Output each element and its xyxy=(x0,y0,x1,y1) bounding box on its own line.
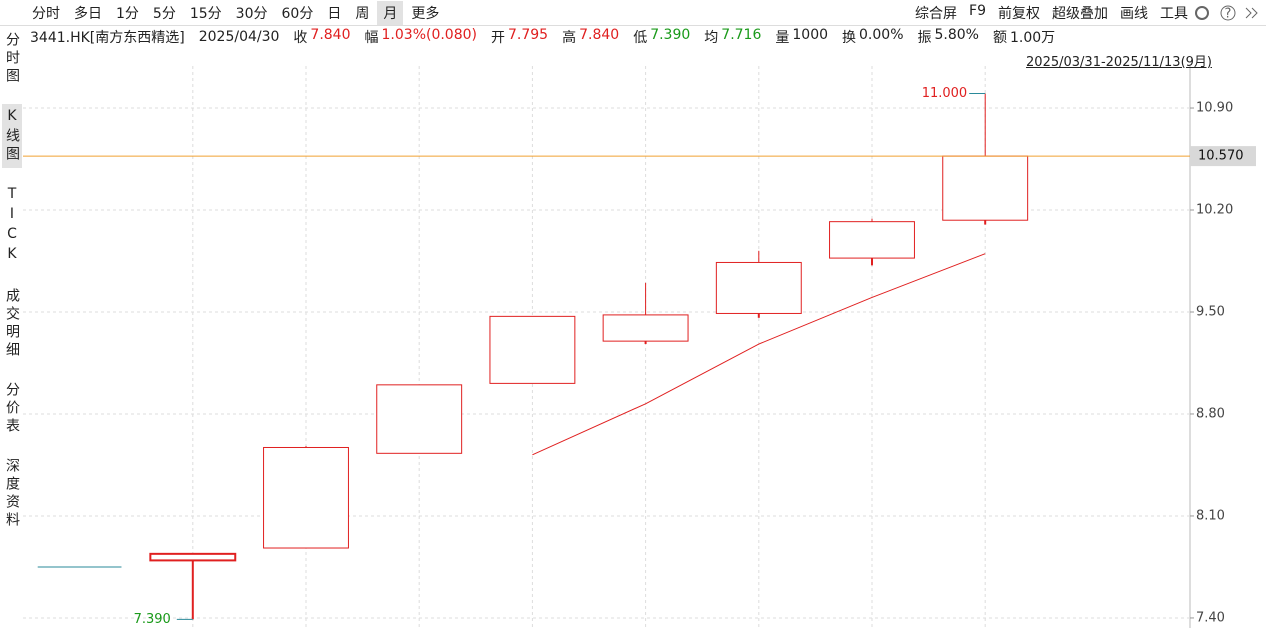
y-tick-label: 10.20 xyxy=(1196,203,1233,218)
field-label: 量 xyxy=(775,30,790,46)
quote-field: 换 0.00% xyxy=(842,27,903,47)
quote-field: 高 7.840 xyxy=(562,27,619,47)
field-value: 0.00% xyxy=(859,27,904,43)
period-tab[interactable]: 更多 xyxy=(411,5,440,22)
quote-field: 收 7.840 xyxy=(293,27,350,47)
price-label-box xyxy=(1190,146,1256,167)
field-value: 7.390 xyxy=(650,27,691,43)
field-label: 幅 xyxy=(364,30,379,46)
sidebar-tab[interactable]: 分时图 xyxy=(4,32,20,86)
expand-icon[interactable] xyxy=(1245,7,1258,19)
quote-date: 2025/04/30 xyxy=(198,29,280,45)
field-value: 1000 xyxy=(792,27,829,43)
period-tab[interactable]: 周 xyxy=(355,5,370,22)
field-label: 振 xyxy=(917,30,932,46)
period-tab[interactable]: 5分 xyxy=(152,5,176,22)
quote-field: 额 1.00万 xyxy=(993,27,1055,47)
field-value: 5.80% xyxy=(934,27,979,43)
field-value: 1.03%(0.080) xyxy=(381,27,477,43)
period-tab[interactable]: 1分 xyxy=(116,5,139,22)
quote-field: 量 1000 xyxy=(775,27,828,47)
field-label: 额 xyxy=(992,30,1007,46)
tool-button[interactable]: 画线 xyxy=(1120,5,1148,22)
y-tick-label: 9.50 xyxy=(1196,304,1225,319)
candle-body xyxy=(263,446,349,549)
field-label: 换 xyxy=(842,30,857,46)
candle-body xyxy=(602,314,689,342)
field-label: 高 xyxy=(562,30,577,46)
field-value: 7.795 xyxy=(508,27,549,43)
help-icon-glyph: ? xyxy=(1225,7,1232,22)
tool-button[interactable]: 综合屏 xyxy=(915,5,958,22)
field-value: 1.00万 xyxy=(1009,30,1056,46)
period-tab[interactable]: 30分 xyxy=(235,5,268,22)
field-value: 7.840 xyxy=(310,27,351,43)
sidebar-tab[interactable]: 分价表 xyxy=(4,382,20,436)
sidebar-tab[interactable]: 成交明细 xyxy=(4,288,20,360)
period-tab[interactable]: 日 xyxy=(327,5,342,22)
y-tick-label: 8.10 xyxy=(1196,508,1225,523)
tool-button[interactable]: F9 xyxy=(969,2,986,19)
candle-body xyxy=(942,155,1029,221)
field-value: 7.716 xyxy=(721,27,762,43)
tool-button[interactable]: 超级叠加 xyxy=(1052,5,1108,22)
quote-field: 均 7.716 xyxy=(704,27,761,47)
help-icon[interactable] xyxy=(1220,5,1236,21)
sidebar: 分时图 K线图 TICK 成交明细分价表深度资料 xyxy=(0,28,24,534)
field-label: 开 xyxy=(491,30,505,46)
candle-body xyxy=(489,315,576,384)
y-tick-label: 7.40 xyxy=(1196,610,1225,625)
candle-body xyxy=(715,261,802,314)
period-tab[interactable]: 15分 xyxy=(189,5,222,22)
period-tab[interactable]: 多日 xyxy=(74,5,102,22)
toolbar: 分时 多日 1分 5分 15分 30分 60分日周月更多 综合屏 F9 前复权 超级叠加 画线 工具 … xyxy=(0,0,1266,26)
ma-line xyxy=(532,253,986,456)
tool-buttons: 综合屏 F9 前复权 超级叠加 画线 工具 xyxy=(909,1,1194,25)
high-label: 11.000 xyxy=(922,86,968,101)
candle-body xyxy=(376,384,463,454)
period-tab[interactable]: 60分 xyxy=(281,5,314,22)
tool-button[interactable]: 工具 xyxy=(1160,5,1188,22)
sidebar-tab[interactable]: K线图 xyxy=(2,104,22,168)
period-tabs: 分时 多日 1分 5分 15分 30分 60分日周月更多 xyxy=(26,0,445,25)
candle-body xyxy=(149,552,237,562)
quote-field: 低 7.390 xyxy=(633,27,690,47)
y-tick-label: 10.90 xyxy=(1196,101,1233,116)
candle-body xyxy=(829,221,915,259)
tool-button[interactable]: 前复权 xyxy=(998,5,1040,22)
field-label: 低 xyxy=(633,30,648,46)
field-value: 7.840 xyxy=(579,27,620,43)
price-label: 10.570 xyxy=(1198,149,1244,164)
quote-info: 3441.HK[南方东西精选] 2025/04/30 收 7.840 幅 1.03%(… xyxy=(30,26,1055,48)
date-range[interactable]: 2025/03/31-2025/11/13(9月) xyxy=(1026,55,1212,70)
low-label: 7.390 xyxy=(134,612,171,627)
settings-icon[interactable] xyxy=(1195,6,1209,20)
quote-field: 幅 1.03%(0.080) xyxy=(365,27,477,47)
y-tick-label: 8.80 xyxy=(1196,406,1225,421)
sidebar-tab[interactable]: 深度资料 xyxy=(4,458,20,530)
quote-field: 开 7.795 xyxy=(491,27,548,47)
period-tab[interactable]: 月 xyxy=(377,0,404,25)
quote-field: 振 5.80% xyxy=(918,27,979,47)
field-label: 收 xyxy=(293,30,308,46)
period-tab[interactable]: 分时 xyxy=(32,5,60,22)
sidebar-tab[interactable]: TICK xyxy=(4,186,20,266)
security-name: 3441.HK[南方东西精选] xyxy=(30,30,185,46)
field-label: 均 xyxy=(704,30,719,46)
toolbar-icons: ? xyxy=(1195,5,1258,22)
